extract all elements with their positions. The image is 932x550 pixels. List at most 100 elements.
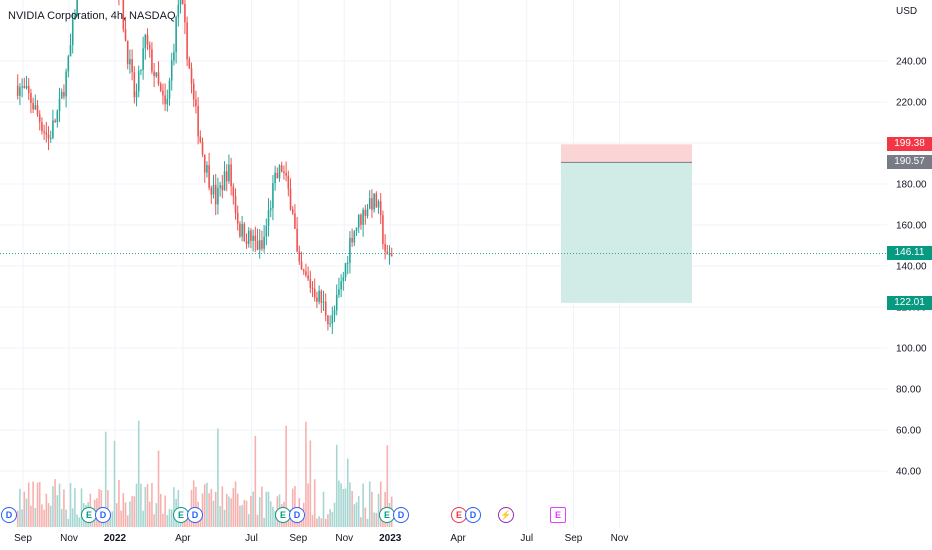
dividend-event-marker[interactable]: D [95, 507, 111, 523]
volume-bar [368, 481, 371, 527]
volume-bar [316, 518, 318, 527]
volume-bar [267, 491, 270, 527]
volume-bar [305, 421, 307, 527]
time-tick-label: Jul [520, 533, 533, 544]
candle-body [316, 297, 318, 302]
volume-bar [113, 440, 116, 527]
candle-body [47, 134, 50, 139]
time-tick-label: Nov [611, 533, 629, 544]
candle-body [338, 289, 340, 295]
volume-bar [78, 517, 81, 527]
candle-body [331, 314, 334, 324]
candle-body [186, 22, 188, 60]
candle-body [162, 90, 164, 96]
price-tick-label: 160.00 [896, 221, 927, 232]
candle-body [289, 188, 292, 210]
time-tick-label: Nov [335, 533, 353, 544]
volume-bar [313, 479, 316, 527]
volume-bar [287, 516, 290, 527]
earnings-event-marker[interactable]: E [173, 507, 189, 523]
candle-body [69, 45, 72, 57]
candle-body [25, 85, 28, 89]
candle-body [230, 164, 232, 187]
candle-body [269, 208, 272, 211]
candle-body [49, 137, 52, 139]
earnings-miss-event-marker[interactable]: E [451, 507, 467, 523]
price-tick-label: 240.00 [896, 57, 927, 68]
candle-body [159, 83, 162, 91]
price-tick-label: 80.00 [896, 385, 921, 396]
volume-bar [252, 491, 254, 527]
volume-bar [74, 488, 76, 527]
candle-body [373, 193, 375, 210]
candle-body [135, 91, 138, 98]
candle-body [52, 120, 54, 138]
candle-body [285, 173, 287, 176]
candle-body [364, 209, 367, 217]
dividend-event-marker[interactable]: D [289, 507, 305, 523]
stop-loss-zone[interactable] [561, 144, 692, 163]
candle-body [164, 95, 166, 105]
candle-body [30, 92, 32, 103]
volume-bar [364, 507, 367, 527]
time-axis[interactable]: Sep Nov 2022 Apr Jul Sep Nov 2023 Apr Jul Sep Nov [14, 533, 628, 544]
candle-body [201, 141, 204, 155]
candle-body [388, 254, 391, 256]
earnings-event-marker[interactable]: E [379, 507, 395, 523]
upcoming-earnings-event-marker[interactable]: E [550, 507, 566, 523]
earnings-event-marker[interactable]: E [81, 507, 97, 523]
price-tick-label: 100.00 [896, 344, 927, 355]
dividend-event-marker[interactable]: D [465, 507, 481, 523]
volume-bar [239, 505, 241, 527]
dividend-event-marker[interactable]: D [1, 507, 17, 523]
candle-body [45, 132, 48, 135]
volume-bar [133, 496, 136, 527]
price-tick-label: 220.00 [896, 98, 927, 109]
volume-bar [36, 482, 39, 527]
volume-bar [373, 512, 375, 527]
volume-bar [56, 495, 59, 527]
dividend-event-marker[interactable]: D [393, 507, 409, 523]
candle-body [175, 16, 177, 53]
volume-bar [210, 488, 213, 527]
candle-body [329, 323, 331, 325]
candle-body [221, 185, 224, 191]
volume-bar [322, 491, 325, 527]
volume-bar [54, 479, 56, 527]
candle-body [181, 0, 184, 4]
volume-bar [137, 420, 140, 527]
volume-bar [19, 488, 21, 527]
split-event-marker[interactable]: ⚡ [498, 507, 514, 523]
candle-body [311, 287, 314, 289]
candle-body [283, 171, 285, 174]
candle-body [219, 185, 221, 188]
candle-body [287, 175, 290, 189]
candle-body [74, 16, 76, 20]
candle-body [212, 184, 215, 195]
volume-bar [157, 450, 160, 527]
volume-bar [109, 514, 111, 527]
volume-bar [379, 481, 382, 527]
volume-bar [346, 458, 349, 527]
take-profit-zone[interactable] [561, 162, 692, 303]
candle-body [390, 254, 393, 257]
volume-bar [27, 482, 30, 527]
candle-body [344, 262, 347, 278]
short-position-tool[interactable] [561, 144, 692, 303]
candle-body [346, 262, 349, 264]
dividend-event-marker[interactable]: D [187, 507, 203, 523]
candle-body [298, 251, 301, 262]
candle-body [382, 215, 384, 244]
candle-body [142, 48, 144, 71]
price-axis[interactable]: 240.00220.00200.00180.00160.00140.00120.… [896, 57, 927, 478]
candle-body [188, 59, 191, 69]
volume-bar [47, 503, 50, 527]
volume-bar [135, 483, 138, 527]
volume-bar [80, 488, 83, 527]
candle-body [34, 105, 37, 110]
candle-body [302, 269, 305, 272]
volume-bar [129, 501, 131, 527]
candle-body [32, 102, 34, 110]
candle-body [276, 172, 279, 179]
